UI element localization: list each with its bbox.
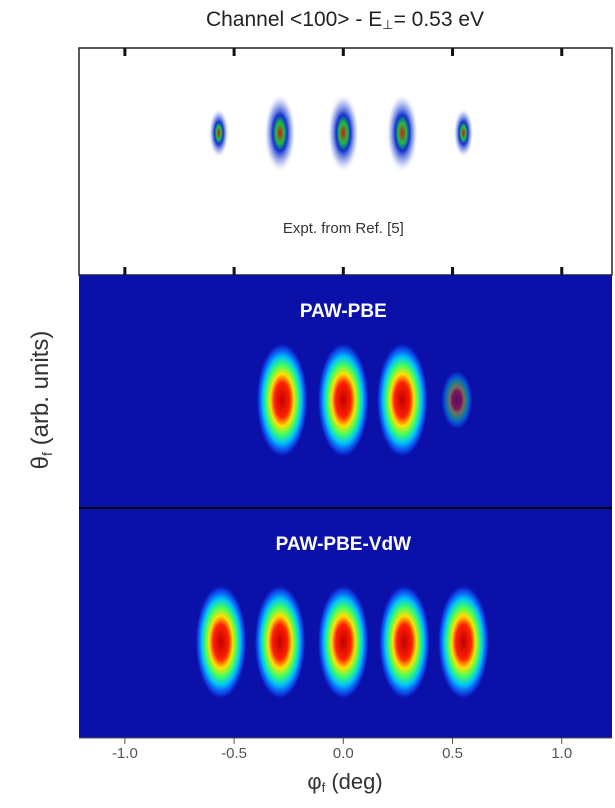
spot [437,584,490,700]
spot [256,342,309,458]
spot [194,584,247,700]
x-tick-label: 0.0 [333,745,354,762]
y-axis-label: θf (arb. units) [27,331,54,470]
x-tick-label: 1.0 [551,745,572,762]
spot [317,342,370,458]
spot [253,584,306,700]
spot [263,93,296,173]
x-tick-label: -0.5 [221,745,247,762]
spot [317,584,370,700]
x-tick-label: 0.5 [442,745,463,762]
spot [208,108,229,158]
spot [386,93,419,173]
x-tick-label: -1.0 [112,745,138,762]
x-axis-label: φf (deg) [307,769,382,796]
panel-label: PAW-PBE-VdW [276,534,411,555]
panel-label: Expt. from Ref. [5] [283,220,404,237]
spot [440,370,473,430]
panel-label: PAW-PBE [300,301,387,322]
chart-title: Channel <100> - E⊥= 0.53 eV [206,8,484,33]
spot [453,108,474,158]
spot [327,93,360,173]
spot [378,584,431,700]
spot [376,342,429,458]
